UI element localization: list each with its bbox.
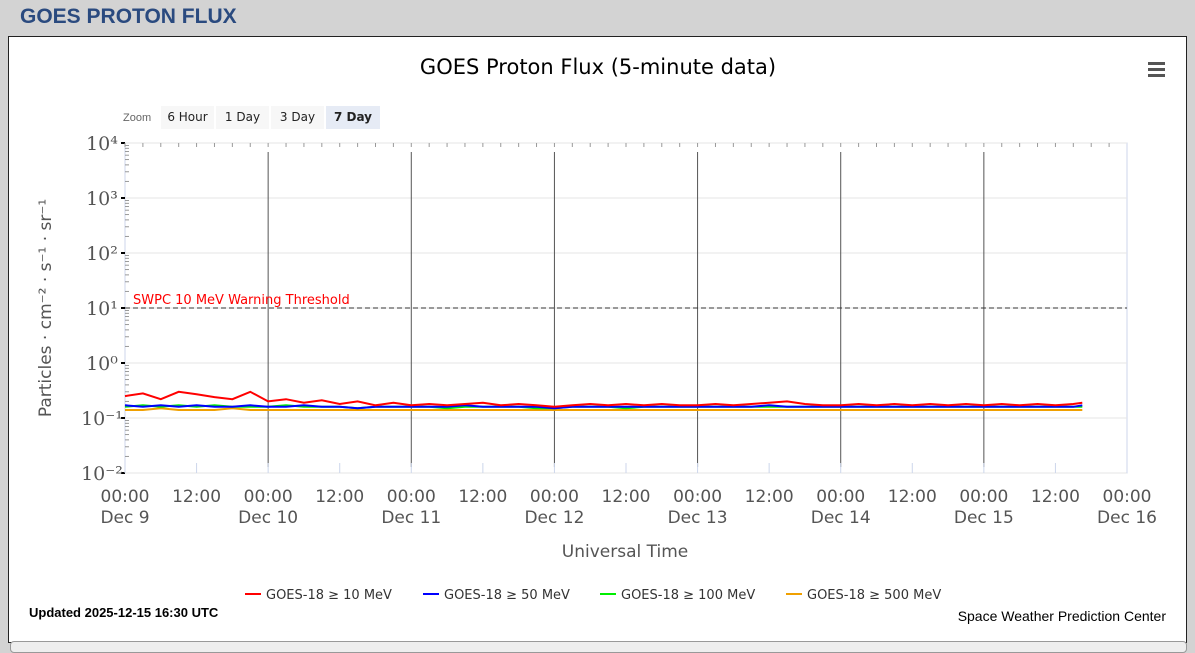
zoom-button-6-hour[interactable] (161, 106, 214, 129)
x-tick-date: Dec 14 (811, 508, 871, 528)
x-tick-time: 12:00 (888, 487, 937, 507)
x-tick-date: Dec 10 (238, 508, 298, 528)
legend-item[interactable]: GOES-18 ≥ 500 MeV (807, 588, 941, 603)
chart-panel (8, 36, 1187, 643)
x-tick-time: 00:00 (816, 487, 865, 507)
zoom-button-label[interactable]: 6 Hour (167, 110, 207, 124)
x-tick-time: 12:00 (602, 487, 651, 507)
x-tick-date: Dec 16 (1097, 508, 1157, 528)
x-tick-time: 12:00 (172, 487, 221, 507)
x-tick-time: 12:00 (315, 487, 364, 507)
legend-item[interactable]: GOES-18 ≥ 10 MeV (266, 588, 392, 603)
x-tick-time: 00:00 (673, 487, 722, 507)
zoom-button-3-day[interactable] (271, 106, 324, 129)
x-tick-time: 00:00 (387, 487, 436, 507)
x-tick-date: Dec 9 (100, 508, 149, 528)
legend-item[interactable]: GOES-18 ≥ 100 MeV (621, 588, 755, 603)
x-tick-date: Dec 15 (954, 508, 1014, 528)
y-tick-label: 10⁰ (86, 353, 118, 375)
y-tick-label: 10¹ (86, 298, 118, 320)
y-tick-label: 10² (86, 243, 118, 265)
hamburger-menu-icon[interactable] (1148, 62, 1165, 77)
series-line--18-10- (124, 390, 1083, 408)
series-line--18-50- (124, 404, 1083, 410)
legend-item[interactable]: GOES-18 ≥ 50 MeV (444, 588, 570, 603)
y-tick-label: 10⁻² (81, 463, 123, 485)
zoom-button-label[interactable]: 1 Day (225, 110, 260, 124)
x-tick-time: 00:00 (959, 487, 1008, 507)
x-tick-date: Dec 11 (381, 508, 441, 528)
x-tick-time: 12:00 (1031, 487, 1080, 507)
series-line--18-500- (125, 407, 1083, 411)
y-tick-label: 10³ (86, 188, 118, 210)
warning-threshold-label: SWPC 10 MeV Warning Threshold (133, 293, 350, 308)
zoom-button-label[interactable]: 3 Day (280, 110, 315, 124)
zoom-label: Zoom (123, 112, 151, 124)
x-tick-time: 00:00 (244, 487, 293, 507)
x-tick-date: Dec 13 (668, 508, 728, 528)
y-tick-label: 10⁴ (86, 133, 118, 155)
x-tick-time: 00:00 (1103, 487, 1152, 507)
chart-title: GOES Proton Flux (5-minute data) (420, 55, 776, 79)
zoom-button-label[interactable]: 7 Day (334, 110, 372, 124)
x-tick-time: 12:00 (745, 487, 794, 507)
x-axis-title: Universal Time (562, 542, 688, 562)
x-tick-time: 00:00 (101, 487, 150, 507)
updated-timestamp: Updated 2025-12-15 16:30 UTC (29, 605, 219, 620)
page-header: GOES PROTON FLUX (20, 5, 237, 28)
x-tick-time: 12:00 (458, 487, 507, 507)
zoom-button-7-day[interactable] (326, 106, 380, 129)
y-tick-label: 10⁻¹ (81, 408, 123, 430)
y-axis-title: Particles · cm⁻² · s⁻¹ · sr⁻¹ (36, 199, 56, 417)
x-tick-date: Dec 12 (524, 508, 584, 528)
x-tick-time: 00:00 (530, 487, 579, 507)
credit-label: Space Weather Prediction Center (958, 608, 1167, 624)
zoom-button-1-day[interactable] (216, 106, 269, 129)
